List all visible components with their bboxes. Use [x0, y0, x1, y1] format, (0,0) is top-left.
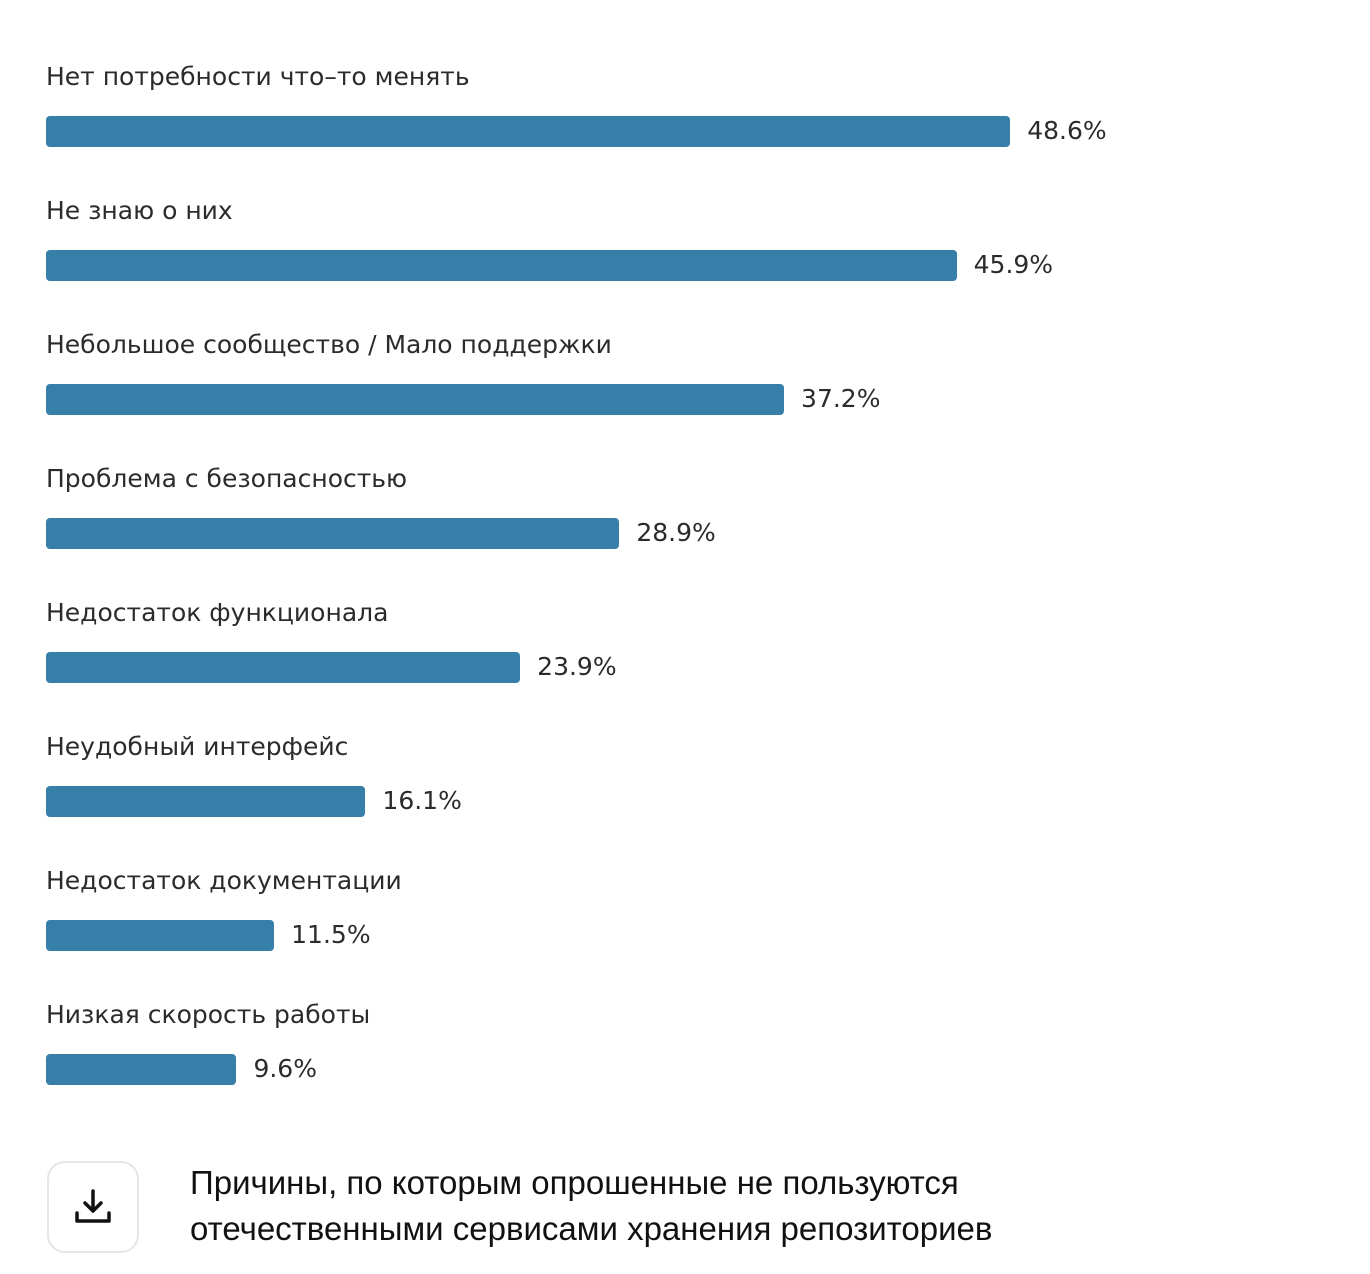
bar: [46, 920, 275, 951]
bar: [46, 652, 521, 683]
category-label: Неудобный интерфейс: [46, 732, 349, 761]
bar: [46, 250, 957, 281]
value-label: 37.2%: [801, 384, 881, 413]
caption-line-2: отечественными сервисами хранения репози…: [190, 1210, 993, 1247]
bar: [46, 1054, 237, 1085]
category-label: Недостаток документации: [46, 866, 402, 895]
value-label: 28.9%: [636, 518, 716, 547]
value-label: 11.5%: [291, 920, 371, 949]
category-label: Проблема с безопасностью: [46, 464, 408, 493]
download-icon: [75, 1189, 111, 1223]
bar: [46, 116, 1011, 147]
category-label: Не знаю о них: [46, 196, 233, 225]
value-label: 23.9%: [537, 652, 617, 681]
download-button[interactable]: [47, 1161, 139, 1253]
value-label: 16.1%: [382, 786, 462, 815]
value-label: 9.6%: [253, 1054, 317, 1083]
bar: [46, 786, 366, 817]
value-label: 45.9%: [973, 250, 1054, 279]
bar: [46, 384, 785, 415]
value-label: 48.6%: [1027, 116, 1107, 145]
category-label: Недостаток функционала: [46, 598, 389, 627]
category-label: Небольшое сообщество / Мало поддержки: [46, 330, 612, 359]
chart-caption: Причины, по которым опрошенные не пользу…: [190, 1160, 1290, 1252]
category-label: Низкая скорость работы: [46, 1000, 371, 1029]
category-label: Нет потребности что–то менять: [46, 62, 470, 91]
caption-line-1: Причины, по которым опрошенные не пользу…: [190, 1164, 959, 1201]
bar: [46, 518, 620, 549]
